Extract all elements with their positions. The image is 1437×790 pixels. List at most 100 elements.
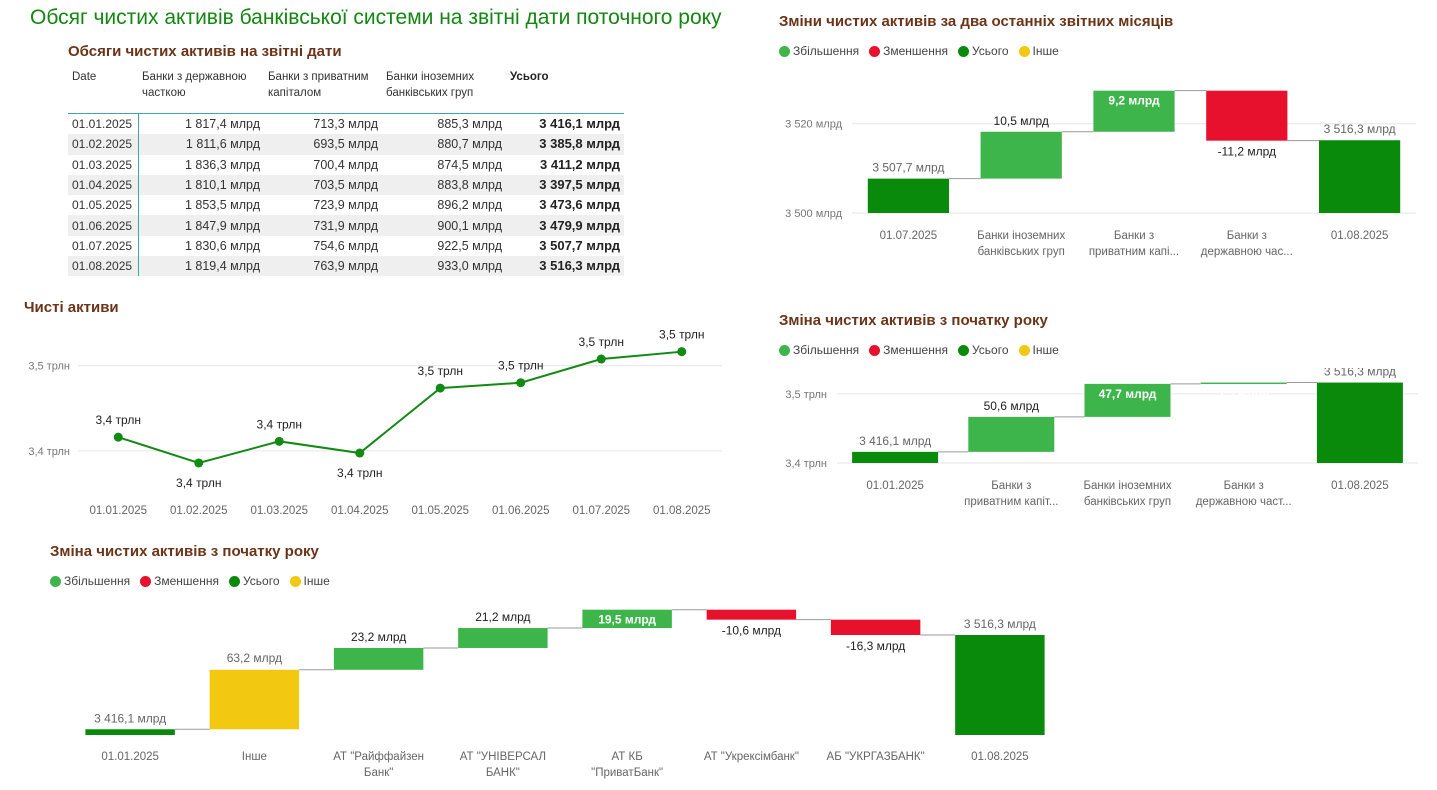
legend-total-label: Усього <box>971 343 1009 357</box>
legend-total-label: Усього <box>971 44 1009 58</box>
bar-total <box>1318 140 1401 213</box>
data-label: -11,2 млрд <box>1218 145 1276 159</box>
x-tick-label: 01.07.2025 <box>880 230 938 242</box>
legend-increase[interactable]: Збільшення <box>50 574 130 588</box>
cell-private: 723,9 млрд <box>313 198 378 213</box>
x-tick-label: 01.08.2025 <box>971 751 1029 763</box>
legend-increase[interactable]: Збільшення <box>779 44 859 58</box>
x-tick-label: Банк" <box>364 767 393 779</box>
bar-decrease <box>1206 90 1288 141</box>
x-tick-label: АТ "Райффайзен <box>333 751 424 763</box>
table-row[interactable]: 01.07.2025 1 830,6 млрд 754,6 млрд 922,5 мл… <box>68 235 624 257</box>
table-row[interactable]: 01.08.2025 1 819,4 млрд 763,9 млрд 933,0 мл… <box>68 256 624 277</box>
x-tick-label: "ПриватБанк" <box>591 767 663 779</box>
cell-total: 3 416,1 млрд <box>539 116 620 132</box>
cell-state: 1 817,4 млрд <box>184 117 260 132</box>
cell-foreign: 885,3 млрд <box>437 117 502 132</box>
legend-decrease[interactable]: Зменшення <box>140 574 219 588</box>
header-total[interactable]: Усього <box>510 71 549 83</box>
bar-total <box>852 451 939 463</box>
x-tick-label: БАНК" <box>486 767 520 779</box>
y-tick-label: 3,4 трлн <box>28 446 70 458</box>
bar-total <box>867 178 950 213</box>
wf-banks-chart: 3 416,1 млрд 01.01.2025 63,2 млрд Інше 23,2 … <box>85 609 1045 779</box>
cell-date: 01.01.2025 <box>68 113 139 135</box>
x-tick-label: 01.04.2025 <box>331 505 389 517</box>
cell-foreign: 900,1 млрд <box>382 215 506 236</box>
legend-decrease[interactable]: Зменшення <box>869 44 948 58</box>
cell-private: 703,5 млрд <box>264 174 382 196</box>
legend-increase-dot <box>779 45 790 57</box>
table-row[interactable]: 01.02.2025 1 811,6 млрд 693,5 млрд 880,7 мл… <box>68 134 624 155</box>
cell-total: 3 397,5 млрд <box>506 174 624 196</box>
data-point <box>355 448 365 458</box>
legend-other-label: Інше <box>1032 343 1059 357</box>
data-label: 63,2 млрд <box>227 651 282 665</box>
x-tick-label: 01.01.2025 <box>101 751 159 763</box>
table-title: Обсяги чистих активів на звітні дати <box>68 43 342 60</box>
cell-total: 3 385,8 млрд <box>506 134 624 155</box>
data-point <box>113 432 123 442</box>
bar-increase <box>968 416 1055 452</box>
cell-private: 713,3 млрд <box>313 117 378 132</box>
table-row[interactable]: 01.03.2025 1 836,3 млрд 700,4 млрд 874,5 мл… <box>68 154 624 175</box>
table-row[interactable]: 01.06.2025 1 847,9 млрд 731,9 млрд 900,1 мл… <box>68 215 624 236</box>
y-tick-label: 3,5 трлн <box>28 361 70 373</box>
legend-total-dot <box>228 575 240 587</box>
table-row[interactable]: 01.05.2025 1 853,5 млрд 723,9 млрд 896,2 мл… <box>68 195 624 216</box>
legend-total[interactable]: Усього <box>228 574 280 588</box>
wf-year-title: Зміна чистих активів з початку року <box>779 312 1048 329</box>
data-label: 3 516,3 млрд <box>1324 368 1396 379</box>
legend-other[interactable]: Інше <box>289 574 330 588</box>
bar-increase <box>458 628 548 648</box>
data-label: -10,6 млрд <box>722 624 781 638</box>
x-tick-label: АБ "УКРГАЗБАНК" <box>827 751 925 763</box>
wf-year-legend: Збільшення Зменшення Усього Інше <box>779 343 1063 357</box>
y-tick-label: 3 520 млрд <box>785 119 842 131</box>
wf-month-legend: Збільшення Зменшення Усього Інше <box>779 44 1063 58</box>
cell-state: 1 847,9 млрд <box>138 215 264 236</box>
x-tick-label: Банки з <box>991 480 1031 492</box>
cell-total: 3 473,6 млрд <box>539 197 620 213</box>
x-tick-label: АТ "УНІВЕРСАЛ <box>460 751 546 763</box>
bar-increase <box>1200 382 1287 385</box>
series-line <box>117 350 682 465</box>
header-foreign[interactable]: Банки іноземних банківських груп <box>386 71 475 99</box>
bar-increase <box>582 609 672 629</box>
wf-month-chart: 3 500 млрд 3 520 млрд 3 507,7 млрд 01.07.20… <box>785 90 1416 258</box>
cell-total: 3 479,9 млрд <box>506 215 624 236</box>
legend-decrease[interactable]: Зменшення <box>869 343 948 357</box>
cell-date: 01.07.2025 <box>68 235 139 257</box>
x-tick-label: АТ "Укрексімбанк" <box>704 751 799 763</box>
cell-private: 700,4 млрд <box>313 157 378 172</box>
header-date[interactable]: Date <box>72 71 97 83</box>
data-label: 3,4 трлн <box>96 413 141 427</box>
legend-decrease-label: Зменшення <box>883 343 948 357</box>
legend-decrease-dot <box>140 575 152 587</box>
legend-other[interactable]: Інше <box>1018 44 1059 58</box>
legend-other[interactable]: Інше <box>1018 343 1059 357</box>
legend-increase[interactable]: Збільшення <box>779 343 859 357</box>
x-tick-label: Інше <box>242 751 267 763</box>
legend-increase-label: Збільшення <box>64 574 131 588</box>
legend-total[interactable]: Усього <box>957 343 1009 357</box>
legend-decrease-label: Зменшення <box>154 574 219 588</box>
bar-increase <box>980 131 1062 179</box>
x-tick-label: 01.08.2025 <box>1331 480 1389 492</box>
bar-total <box>85 729 175 735</box>
data-label: 3 516,3 млрд <box>964 617 1036 631</box>
table-row[interactable]: 01.01.2025 1 817,4 млрд 713,3 млрд 885,3 мл… <box>68 113 624 135</box>
bar-decrease <box>830 619 921 635</box>
cell-private: 693,5 млрд <box>264 134 382 155</box>
net-assets-line-chart: 3,4 трлн 3,5 трлн 3,4 трлн 01.01.2025 3,4 тр… <box>28 328 722 517</box>
legend-other-dot <box>289 575 301 587</box>
legend-total[interactable]: Усього <box>957 44 1009 58</box>
table-row[interactable]: 01.04.2025 1 810,1 млрд 703,5 млрд 883,8 мл… <box>68 174 624 196</box>
data-label: 3,5 трлн <box>579 335 624 349</box>
header-private[interactable]: Банки з приватним капіталом <box>268 71 369 99</box>
legend-total-label: Усього <box>242 574 280 588</box>
x-tick-label: 01.06.2025 <box>492 505 550 517</box>
cell-date: 01.04.2025 <box>68 174 139 196</box>
legend-increase-label: Збільшення <box>793 44 860 58</box>
header-state[interactable]: Банки з державною часткою <box>142 71 247 99</box>
